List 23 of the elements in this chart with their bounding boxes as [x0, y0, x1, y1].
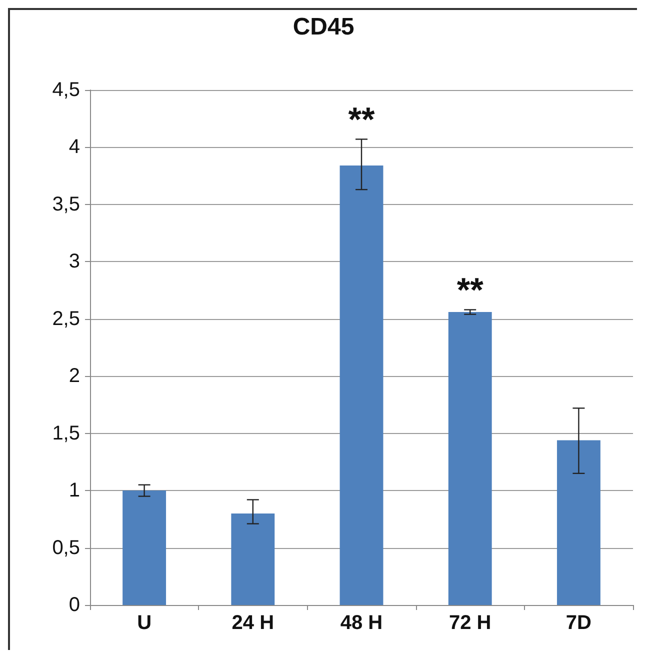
bar	[448, 312, 492, 605]
y-tick-label: 4,5	[52, 79, 80, 101]
y-tick-label: 3	[68, 250, 80, 273]
y-tick-label: 2,5	[52, 308, 80, 330]
y-tick-label: 0	[68, 594, 80, 616]
bar	[556, 440, 600, 605]
annotation: **	[348, 101, 376, 140]
chart-title: CD45	[292, 14, 354, 40]
y-tick-label: 1,5	[52, 422, 80, 444]
bar	[340, 166, 384, 605]
annotation: **	[456, 272, 484, 310]
x-tick-label: 24 H	[232, 612, 274, 634]
y-tick-label: 0,5	[52, 536, 80, 559]
y-tick-label: 3,5	[52, 193, 80, 216]
x-tick-label: 72 H	[448, 612, 492, 634]
x-tick-label: 7D	[566, 612, 592, 634]
y-tick-label: 1	[68, 480, 80, 502]
x-tick-label: U	[137, 612, 152, 634]
y-tick-label: 2	[68, 365, 80, 388]
bar	[231, 513, 275, 605]
y-tick-label: 4	[68, 136, 80, 158]
bar	[122, 490, 166, 605]
x-tick-label: 48 H	[340, 612, 383, 634]
